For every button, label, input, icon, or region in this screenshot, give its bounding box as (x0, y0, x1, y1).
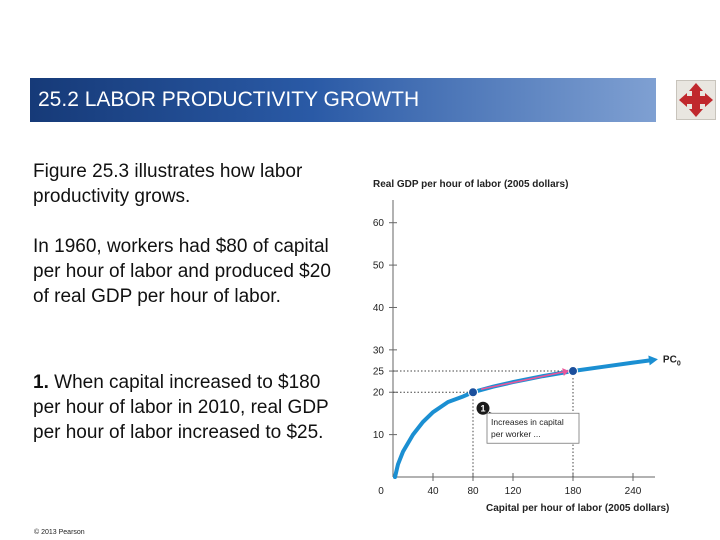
step-badge-number: 1 (480, 404, 485, 414)
x-tick-label: 240 (625, 486, 642, 497)
data-point (568, 366, 578, 377)
y-tick-label: 30 (373, 345, 385, 356)
four-way-arrows-icon[interactable] (676, 80, 716, 120)
movement-arrowhead (562, 368, 569, 376)
y-tick-label: 40 (373, 303, 385, 314)
movement-arrow (480, 371, 564, 391)
pc-curve (393, 358, 651, 479)
callout-text-line1: Increases in capital (491, 417, 564, 427)
callout-box (486, 412, 580, 444)
x-tick-label: 180 (565, 486, 582, 497)
copyright-notice: © 2013 Pearson (34, 529, 85, 536)
y-tick-label: 50 (373, 261, 385, 272)
step-badge (476, 401, 490, 415)
x-tick-label: 40 (427, 486, 439, 497)
x-tick-label: 120 (505, 486, 522, 497)
paragraph-2010-text: When capital increased to $180 per hour … (33, 372, 329, 443)
slide-title: 25.2 LABOR PRODUCTIVITY GROWTH (38, 88, 420, 111)
title-bar: 25.2 LABOR PRODUCTIVITY GROWTH (30, 78, 656, 122)
four-way-arrows-glyph (679, 83, 713, 117)
x-tick-label: 80 (467, 486, 479, 497)
y-tick-label: 20 (373, 388, 385, 399)
y-tick-label: 10 (373, 430, 385, 441)
paragraph-1960: In 1960, workers had $80 of capital per … (33, 236, 331, 307)
paragraph-2010: 1. When capital increased to $180 per ho… (33, 370, 348, 445)
pc-series-subscript: 0 (677, 360, 681, 367)
y-tick-label: 60 (373, 218, 385, 229)
x-tick-label: 0 (378, 486, 384, 497)
callout-text-line2: per worker ... (491, 429, 541, 439)
curve-arrowhead (648, 355, 658, 366)
x-axis-label: Capital per hour of labor (2005 dollars) (486, 503, 669, 514)
y-axis-label: Real GDP per hour of labor (2005 dollars… (373, 179, 568, 190)
step-number: 1. (33, 372, 49, 393)
y-tick-label: 25 (373, 367, 385, 378)
paragraph-intro: Figure 25.3 illustrates how labor produc… (33, 161, 303, 207)
productivity-chart: Real GDP per hour of labor (2005 dollars… (373, 179, 681, 514)
data-point (468, 387, 478, 398)
pc-series-label: PC0 (663, 354, 681, 367)
